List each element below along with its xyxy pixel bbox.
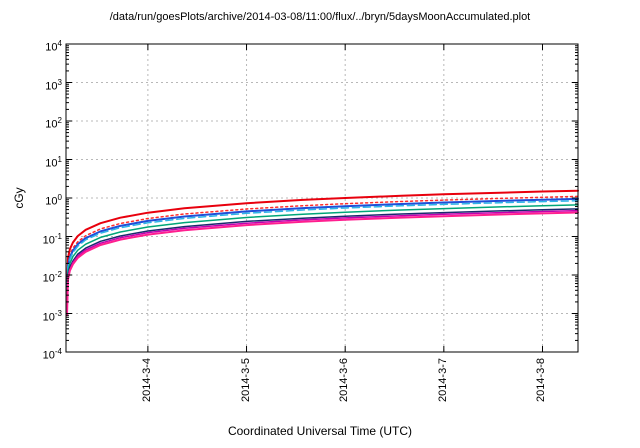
y-tick-label: 10-2 <box>42 270 62 285</box>
series-line-accum-red-dotted <box>66 195 579 302</box>
y-tick-label: 10-1 <box>42 231 62 247</box>
chart-title: /data/run/goesPlots/archive/2014-03-08/1… <box>109 11 531 23</box>
series-line-accum-red <box>66 189 579 300</box>
y-tick-label: 10-3 <box>42 308 62 324</box>
x-tick-label: 2014-3-8 <box>535 358 548 403</box>
y-tick-label: 101 <box>45 154 62 170</box>
y-tick-label: 103 <box>45 77 62 93</box>
series-line-accum-navy <box>66 208 579 312</box>
series-line-accum-skyblue-dashed <box>66 199 579 306</box>
x-tick-label: 2014-3-6 <box>338 358 351 403</box>
y-tick-label: 104 <box>45 39 62 54</box>
x-tick-label: 2014-3-4 <box>140 358 153 403</box>
series-line-accum-blue <box>66 197 579 304</box>
x-tick-label: 2014-3-7 <box>436 358 449 403</box>
y-tick-label: 100 <box>45 193 62 208</box>
series-line-accum-pink <box>66 211 579 317</box>
series-line-accum-teal <box>66 204 579 309</box>
x-tick-label: 2014-3-5 <box>239 358 252 403</box>
series-line-accum-magenta <box>66 209 579 315</box>
y-tick-label: 10-4 <box>42 347 62 362</box>
x-axis-label: Coordinated Universal Time (UTC) <box>227 424 413 438</box>
y-tick-label: 102 <box>45 116 62 131</box>
